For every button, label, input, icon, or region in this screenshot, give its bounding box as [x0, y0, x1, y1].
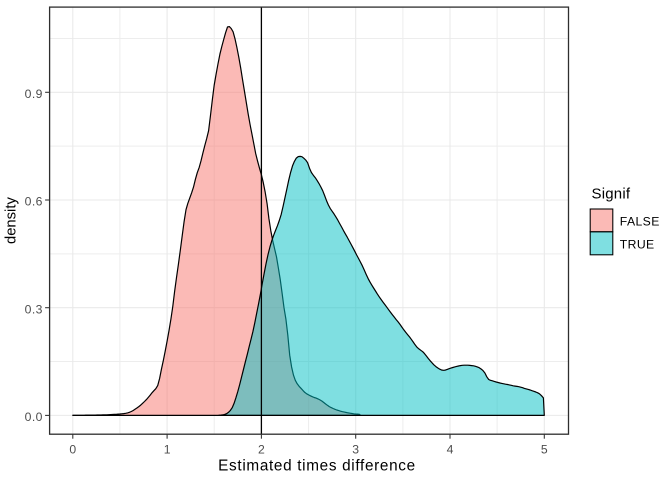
- svg-text:2: 2: [258, 442, 265, 456]
- svg-text:3: 3: [352, 442, 359, 456]
- svg-text:0.6: 0.6: [25, 195, 43, 209]
- svg-text:0: 0: [69, 442, 76, 456]
- svg-text:1: 1: [164, 442, 171, 456]
- svg-text:TRUE: TRUE: [620, 238, 655, 252]
- svg-text:Signif: Signif: [592, 185, 631, 202]
- svg-text:Estimated times difference: Estimated times difference: [218, 458, 416, 475]
- svg-text:FALSE: FALSE: [620, 215, 660, 229]
- svg-text:4: 4: [447, 442, 454, 456]
- svg-text:5: 5: [541, 442, 548, 456]
- svg-text:0.9: 0.9: [25, 87, 43, 101]
- svg-text:density: density: [4, 197, 20, 244]
- svg-text:0.3: 0.3: [25, 302, 43, 316]
- svg-text:0.0: 0.0: [25, 410, 43, 424]
